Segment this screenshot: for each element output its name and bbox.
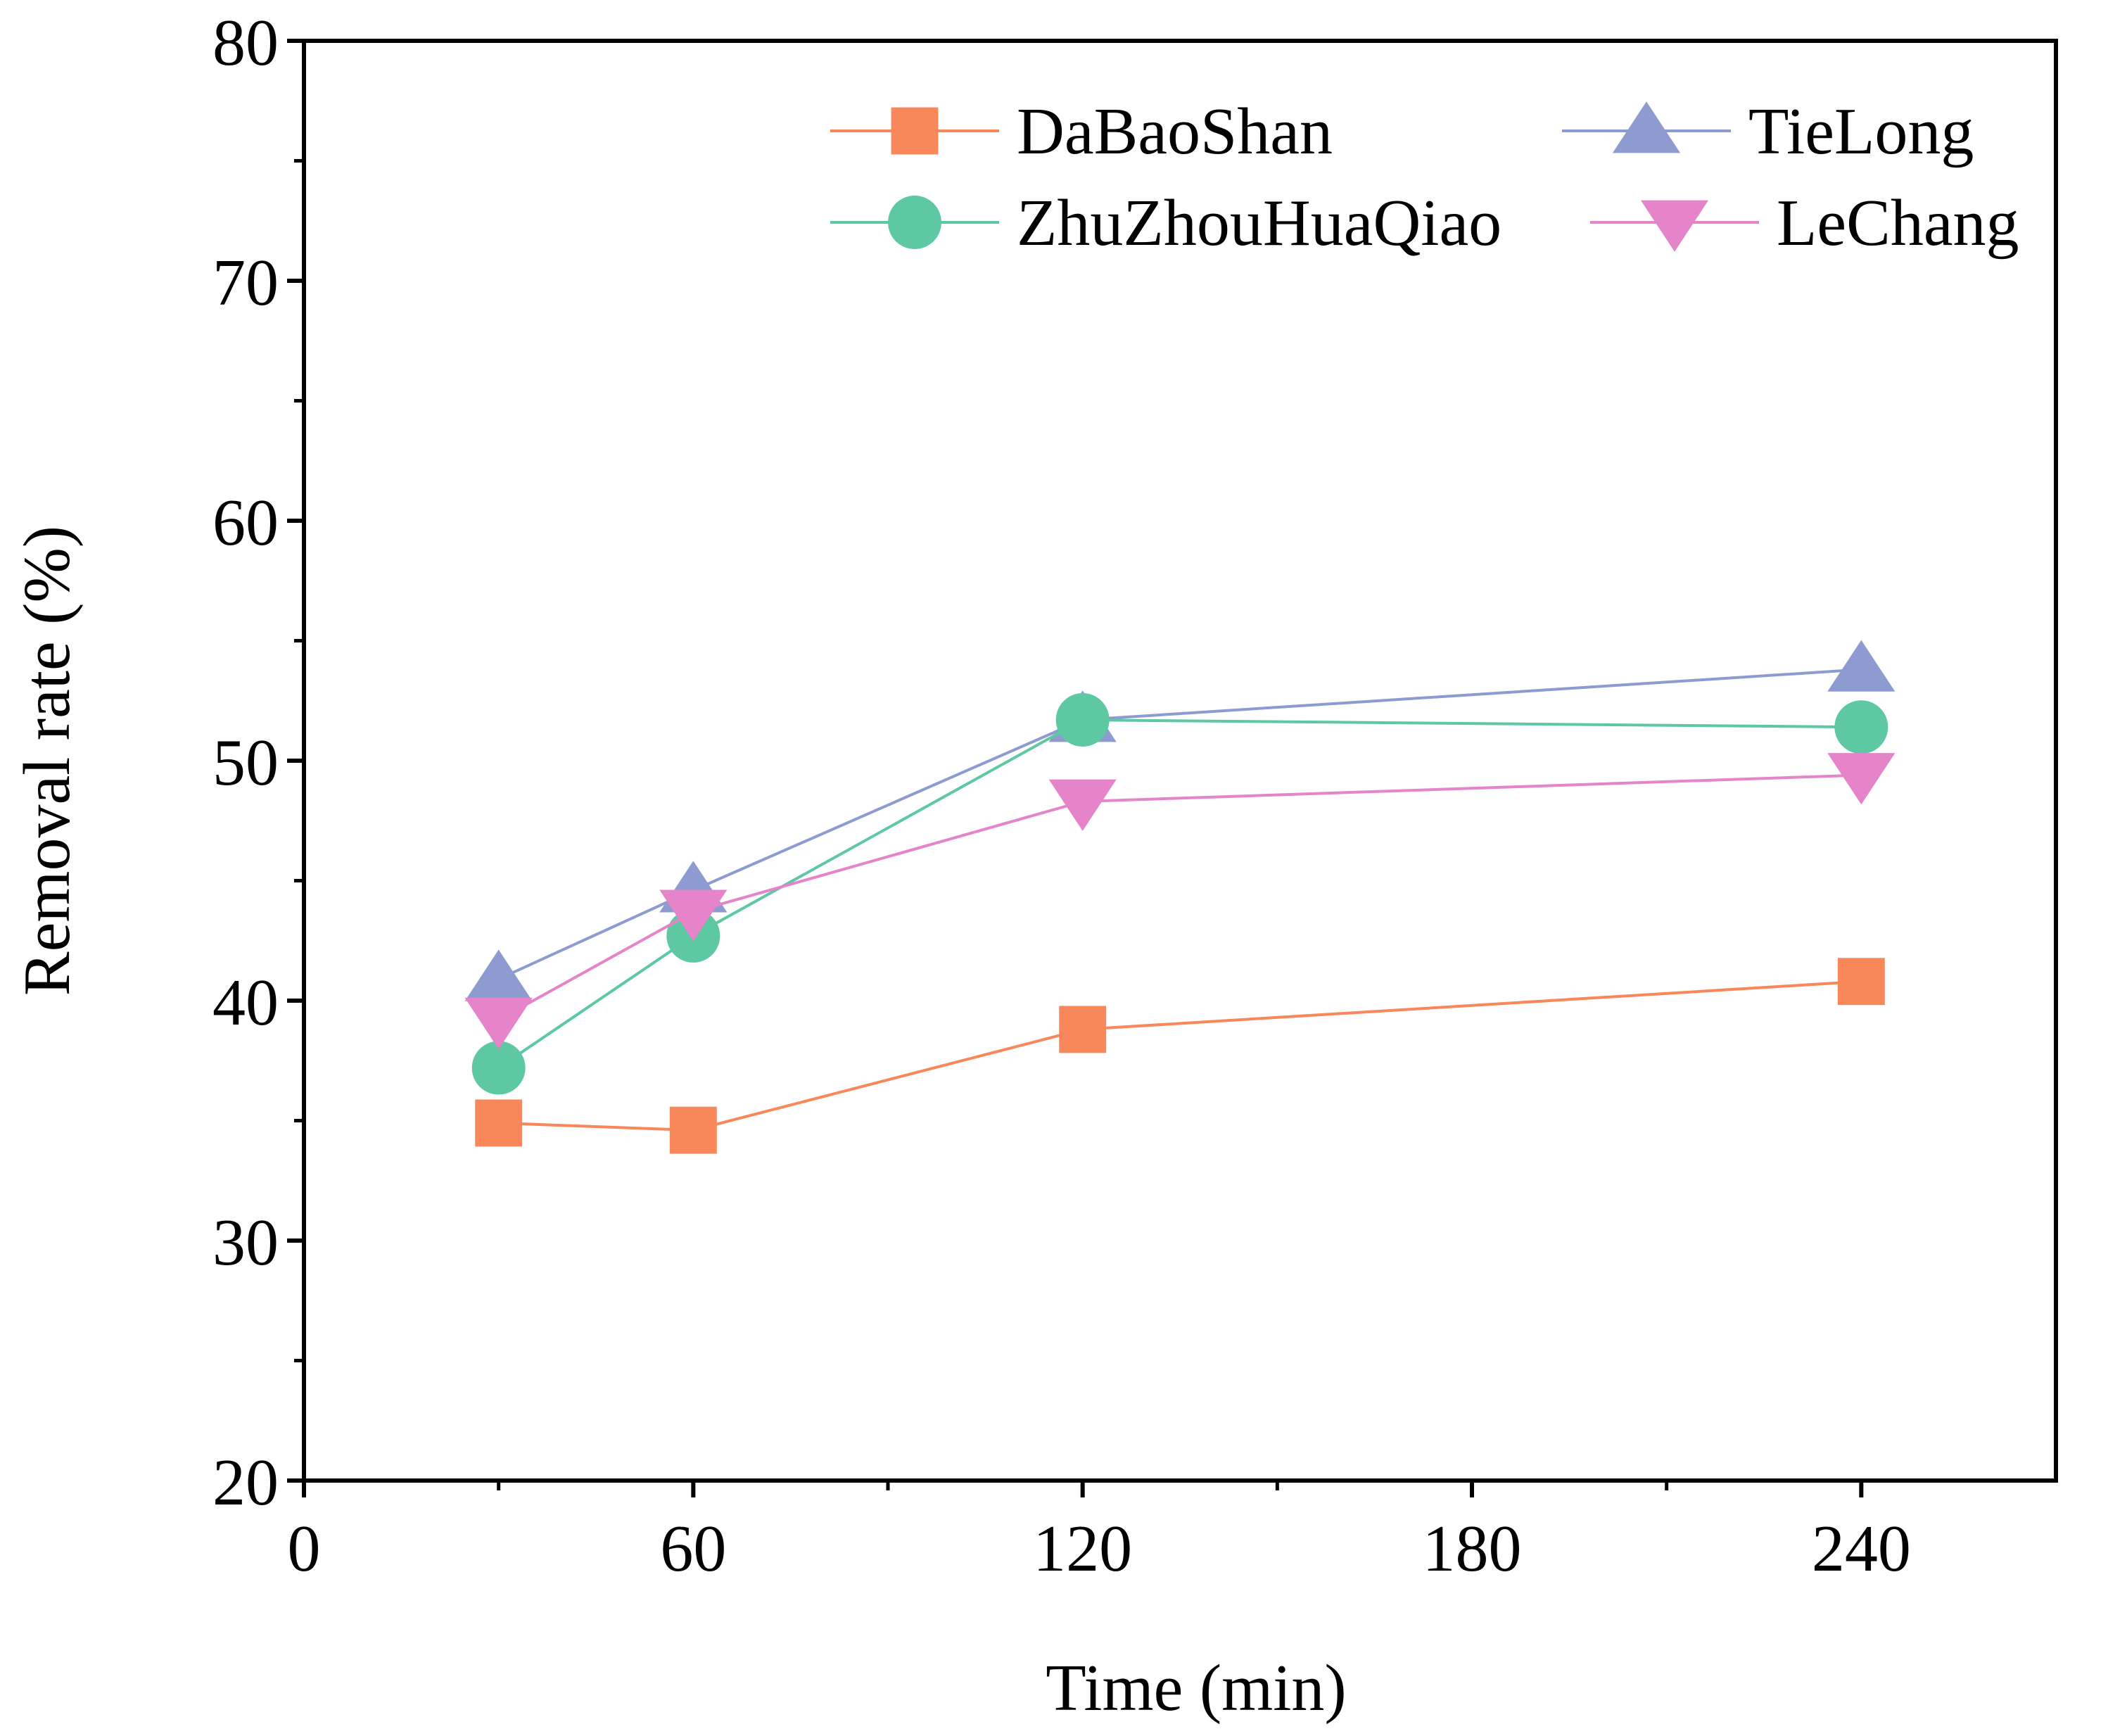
- legend-label-zhuzhouhuaqiao: ZhuZhouHuaQiao: [1017, 186, 1501, 260]
- data-point-lechang: [659, 889, 728, 942]
- legend-label-dabaoshan: DaBaoShan: [1017, 95, 1333, 168]
- y-tick-label: 30: [212, 1206, 279, 1279]
- y-axis-ticks: 20 30 40 50 60 70 80: [212, 6, 304, 1519]
- legend-item-dabaoshan: DaBaoShan: [830, 95, 1333, 168]
- legend-item-tielong: TieLong: [1562, 95, 1974, 168]
- axes: 0 60 120 180 240 20 30 40 50 60 70 80 Time (min) R…: [11, 6, 2058, 1725]
- data-point-zhuzhouhuaqiao: [471, 1041, 526, 1095]
- x-tick-label: 180: [1423, 1512, 1522, 1585]
- y-axis-label: Removal rate (%): [11, 526, 84, 996]
- x-tick-label: 240: [1812, 1512, 1911, 1585]
- data-point-zhuzhouhuaqiao: [1055, 693, 1110, 747]
- data-series: [464, 640, 1896, 1154]
- data-point-dabaoshan: [669, 1106, 717, 1154]
- series-line-zhuzhouhuaqiao: [497, 718, 1862, 1070]
- legend: DaBaoShan TieLong ZhuZhouHuaQiao LeChang: [830, 95, 2019, 260]
- legend-item-lechang: LeChang: [1590, 186, 2019, 260]
- legend-label-tielong: TieLong: [1748, 95, 1974, 168]
- y-tick-label: 70: [212, 246, 279, 319]
- x-axis-ticks: 0 60 120 180 240: [288, 1481, 1911, 1585]
- x-axis-label: Time (min): [1046, 1652, 1346, 1725]
- legend-item-zhuzhouhuaqiao: ZhuZhouHuaQiao: [830, 186, 1501, 260]
- series-line-tielong: [497, 668, 1862, 981]
- data-point-tielong: [1827, 640, 1896, 692]
- x-tick-label: 0: [288, 1512, 321, 1585]
- x-tick-label: 60: [660, 1512, 726, 1585]
- data-point-zhuzhouhuaqiao: [1834, 700, 1888, 754]
- y-tick-label: 40: [212, 966, 279, 1039]
- x-tick-label: 120: [1033, 1512, 1132, 1585]
- data-point-dabaoshan: [475, 1099, 523, 1147]
- legend-label-lechang: LeChang: [1777, 186, 2019, 260]
- y-tick-label: 20: [212, 1446, 279, 1519]
- series-lechang: [464, 753, 1896, 1050]
- y-tick-label: 80: [212, 6, 279, 80]
- legend-marker-lechang: [1640, 200, 1709, 252]
- data-point-tielong: [464, 949, 533, 1001]
- data-point-dabaoshan: [1837, 958, 1885, 1006]
- data-point-lechang: [1827, 753, 1896, 805]
- data-point-dabaoshan: [1059, 1006, 1107, 1053]
- data-point-lechang: [1048, 779, 1117, 831]
- series-dabaoshan: [475, 958, 1885, 1154]
- legend-marker-tielong: [1612, 101, 1681, 153]
- legend-marker-dabaoshan: [891, 107, 939, 155]
- y-tick-label: 60: [212, 486, 279, 559]
- legend-marker-zhuzhouhuaqiao: [888, 196, 941, 249]
- series-line-lechang: [497, 773, 1862, 1022]
- series-line-dabaoshan: [498, 980, 1862, 1132]
- data-point-lechang: [464, 997, 533, 1050]
- y-tick-label: 50: [212, 726, 279, 799]
